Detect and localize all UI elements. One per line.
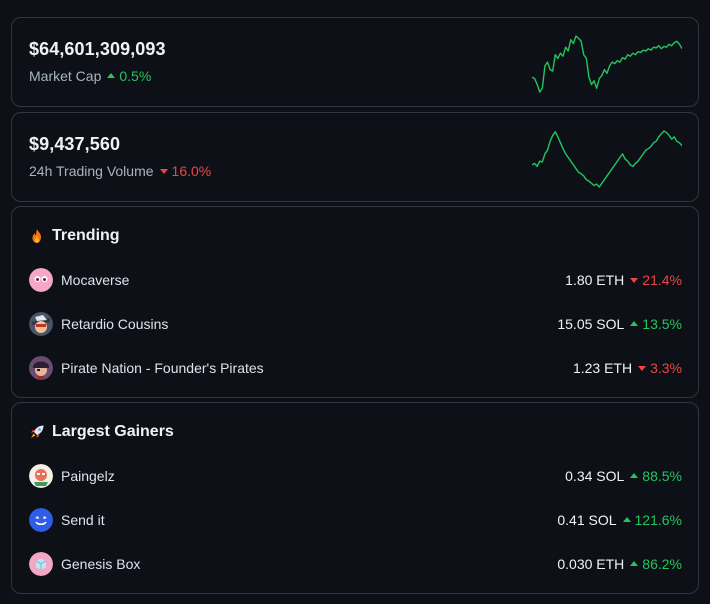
collection-price-block: 0.34 SOL 88.5%: [565, 468, 682, 484]
collection-name: Send it: [61, 512, 105, 528]
price-change-value: 21.4%: [642, 272, 682, 288]
trading-volume-change: 16.0%: [159, 163, 212, 179]
trading-volume-value: $9,437,560: [29, 134, 121, 154]
market-cap-label: Market Cap: [29, 68, 102, 84]
pirate-avatar: [29, 356, 53, 380]
collection-name: Mocaverse: [61, 272, 130, 288]
market-cap-value: $64,601,309,093: [29, 39, 166, 59]
list-item[interactable]: Paingelz 0.34 SOL 88.5%: [29, 463, 682, 489]
floor-price: 0.41 SOL: [557, 512, 617, 528]
collection-price-block: 0.41 SOL 121.6%: [557, 512, 682, 528]
fire-icon: [32, 229, 41, 243]
trending-title: Trending: [29, 227, 120, 245]
price-change-value: 86.2%: [642, 556, 682, 572]
largest-gainers-title: Largest Gainers: [29, 423, 174, 441]
collection-price-block: 1.23 ETH 3.3%: [573, 360, 682, 376]
floor-price: 1.80 ETH: [565, 272, 625, 288]
list-item[interactable]: Send it 0.41 SOL 121.6%: [29, 507, 682, 533]
caret-down-icon: [630, 278, 639, 283]
price-change-value: 88.5%: [642, 468, 682, 484]
list-item[interactable]: Mocaverse 1.80 ETH 21.4%: [29, 267, 682, 293]
price-change: 121.6%: [622, 512, 682, 528]
trading-volume-label: 24h Trading Volume: [29, 163, 154, 179]
trading-volume-sparkline: [532, 130, 682, 188]
price-change-value: 121.6%: [634, 512, 682, 528]
largest-gainers-title-text: Largest Gainers: [52, 423, 174, 440]
rocket-icon: [31, 425, 44, 438]
caret-up-icon: [107, 73, 116, 78]
collection-name: Paingelz: [61, 468, 115, 484]
price-change-value: 13.5%: [642, 316, 682, 332]
market-cap-card[interactable]: $64,601,309,093 Market Cap 0.5%: [11, 17, 699, 107]
caret-down-icon: [159, 169, 168, 174]
collection-name: Pirate Nation - Founder's Pirates: [61, 360, 264, 376]
caret-down-icon: [638, 366, 647, 371]
genesis-avatar: [29, 552, 53, 576]
list-item[interactable]: Retardio Cousins 15.05 SOL 13.5%: [29, 311, 682, 337]
price-change: 21.4%: [630, 272, 682, 288]
market-cap-change-value: 0.5%: [119, 68, 152, 84]
retardio-avatar: [29, 312, 53, 336]
sendit-avatar: [29, 508, 53, 532]
largest-gainers-card: Largest Gainers Paingelz 0.34 SOL 88.5%: [11, 402, 699, 594]
list-item[interactable]: Pirate Nation - Founder's Pirates 1.23 E…: [29, 355, 682, 381]
trading-volume-subline: 24h Trading Volume 16.0%: [29, 163, 211, 179]
price-change: 86.2%: [630, 556, 682, 572]
market-cap-subline: Market Cap 0.5%: [29, 68, 151, 84]
market-cap-change: 0.5%: [107, 68, 151, 84]
collection-name: Genesis Box: [61, 556, 141, 572]
floor-price: 0.030 ETH: [557, 556, 625, 572]
price-change: 3.3%: [638, 360, 682, 376]
floor-price: 1.23 ETH: [572, 360, 633, 376]
caret-up-icon: [630, 321, 639, 326]
list-item[interactable]: Genesis Box 0.030 ETH 86.2%: [29, 551, 682, 577]
mocaverse-avatar: [29, 268, 53, 292]
caret-up-icon: [622, 517, 631, 522]
price-change: 13.5%: [630, 316, 682, 332]
collection-price-block: 0.030 ETH 86.2%: [557, 556, 682, 572]
trending-card: Trending Mocaverse 1.80 ETH 21.4%: [11, 206, 699, 398]
trading-volume-change-value: 16.0%: [171, 163, 212, 179]
caret-up-icon: [630, 473, 639, 478]
collection-name: Retardio Cousins: [61, 316, 169, 332]
collection-price-block: 1.80 ETH 21.4%: [565, 272, 682, 288]
paingelz-avatar: [29, 464, 53, 488]
collection-price-block: 15.05 SOL 13.5%: [557, 316, 682, 332]
price-change-value: 3.3%: [650, 360, 682, 376]
floor-price: 15.05 SOL: [557, 316, 625, 332]
trading-volume-card[interactable]: $9,437,560 24h Trading Volume 16.0%: [11, 112, 699, 202]
trending-title-text: Trending: [52, 227, 120, 244]
caret-up-icon: [630, 561, 639, 566]
price-change: 88.5%: [630, 468, 682, 484]
market-cap-sparkline: [532, 35, 682, 93]
floor-price: 0.34 SOL: [565, 468, 625, 484]
